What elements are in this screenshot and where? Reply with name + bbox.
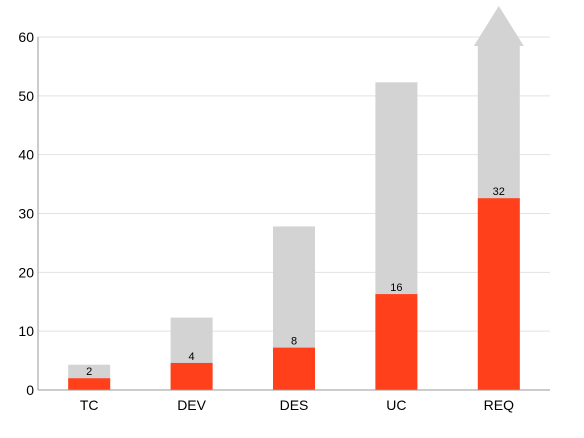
x-axis: TC DEV DES UC REQ xyxy=(38,389,550,413)
y-tick-label: 40 xyxy=(18,147,34,163)
x-tick-label: DEV xyxy=(177,397,206,413)
y-axis: 0 10 20 30 40 50 60 xyxy=(18,29,39,398)
y-tick-label: 0 xyxy=(26,382,34,398)
y-tick-label: 50 xyxy=(18,88,34,104)
x-tick-label: UC xyxy=(386,397,406,413)
bar-value xyxy=(375,294,418,390)
data-label: 16 xyxy=(390,282,402,294)
y-tick-label: 10 xyxy=(18,323,34,339)
x-tick-label: TC xyxy=(80,397,99,413)
data-label: 4 xyxy=(189,351,195,363)
gridlines xyxy=(38,36,550,332)
bar-value xyxy=(170,362,213,390)
x-tick-label: DES xyxy=(280,397,309,413)
bar-value xyxy=(477,198,520,390)
data-label: 32 xyxy=(493,186,505,198)
bars xyxy=(68,6,524,390)
data-labels: 2 4 8 16 32 xyxy=(86,186,505,378)
bar-value xyxy=(68,378,111,390)
bar-value xyxy=(273,347,315,390)
y-tick-label: 20 xyxy=(18,264,34,280)
y-tick-label: 60 xyxy=(18,29,34,45)
x-tick-label: REQ xyxy=(484,397,514,413)
y-tick-label: 30 xyxy=(18,206,34,222)
data-label: 8 xyxy=(291,336,297,348)
data-label: 2 xyxy=(86,366,92,378)
